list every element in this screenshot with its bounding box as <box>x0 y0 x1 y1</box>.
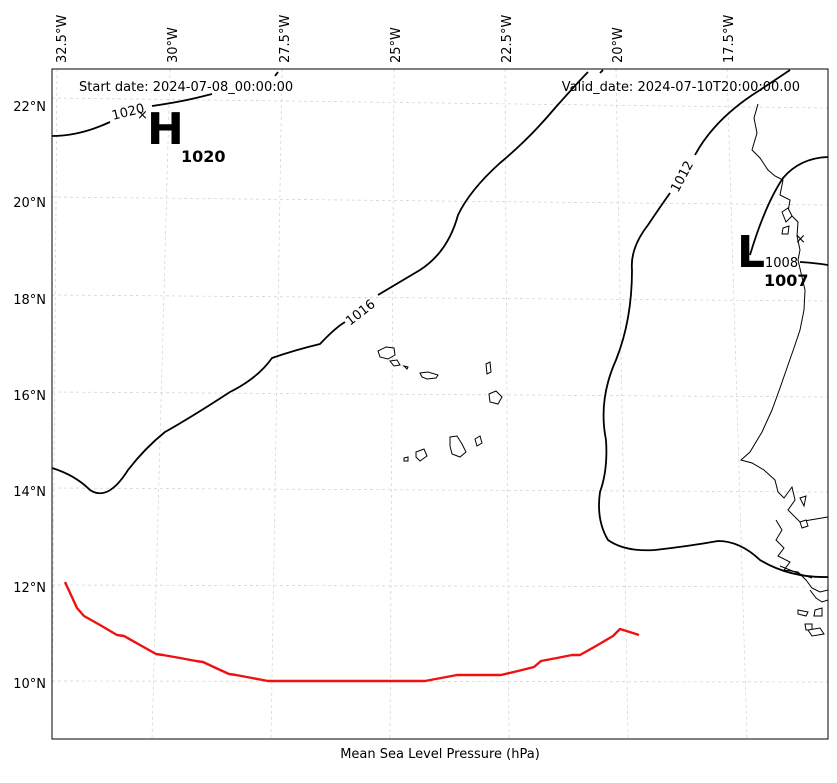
lat-label: 18°N <box>13 293 46 308</box>
isobar-1020 <box>52 93 213 137</box>
low-letter: L <box>737 227 765 278</box>
contour-label-1008: 1008 <box>765 256 798 271</box>
storm-track <box>63 581 640 683</box>
lat-label: 20°N <box>13 196 46 211</box>
map-caption: Mean Sea Level Pressure (hPa) <box>340 747 540 762</box>
isobar-1016 <box>52 71 589 495</box>
lon-label: 32.5°W <box>55 15 70 63</box>
lat-label: 12°N <box>13 581 46 596</box>
low-center-marker: × <box>795 232 806 247</box>
map-frame <box>51 68 829 740</box>
isobar-1012 <box>598 69 828 578</box>
lat-label: 16°N <box>13 389 46 404</box>
lon-label: 30°W <box>166 27 181 63</box>
longitude-axis: 32.5°W 30°W 27.5°W 25°W 22.5°W 20°W 17.5… <box>55 15 737 63</box>
low-value: 1007 <box>764 271 809 290</box>
latitude-axis: 22°N 20°N 18°N 16°N 14°N 12°N 10°N <box>13 100 46 692</box>
low-pressure-center: × L 1007 <box>737 227 809 290</box>
lat-label: 14°N <box>13 485 46 500</box>
high-letter: H <box>147 104 184 155</box>
african-coastline <box>739 103 828 523</box>
contour-label-1016: 1016 <box>343 297 378 329</box>
gridlines <box>52 69 828 739</box>
isobars <box>52 69 828 578</box>
lat-label: 10°N <box>13 677 46 692</box>
cape-verde-island <box>377 346 396 360</box>
start-date: Start date: 2024-07-08_00:00:00 <box>79 80 293 95</box>
contour-label-1012: 1012 <box>668 159 697 195</box>
contour-labels: 1020 1016 1012 1008 <box>110 101 798 329</box>
lon-label: 25°W <box>389 27 404 63</box>
valid-date: Valid_date: 2024-07-10T20:00:00.00 <box>562 80 800 95</box>
high-pressure-center: × H 1020 <box>137 104 226 166</box>
lon-label: 27.5°W <box>278 15 293 63</box>
isobar-1008 <box>749 156 828 266</box>
lat-label: 22°N <box>13 100 46 115</box>
coastline <box>377 103 828 637</box>
high-value: 1020 <box>181 147 226 166</box>
lon-label: 17.5°W <box>722 15 737 63</box>
high-center-marker: × <box>137 108 148 123</box>
lon-label: 20°W <box>611 27 626 63</box>
lon-label: 22.5°W <box>500 15 515 63</box>
